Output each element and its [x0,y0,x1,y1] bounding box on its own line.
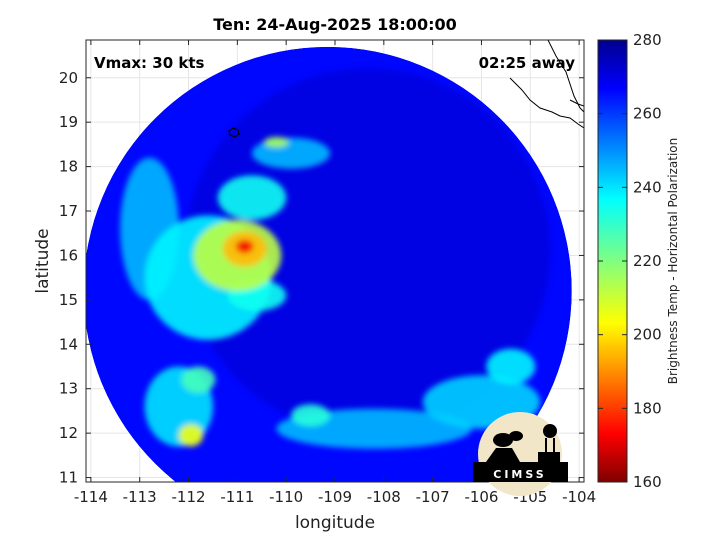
colorbar-tick-label: 260 [633,105,662,123]
x-tick-label: -113 [123,488,157,506]
x-tick-label: -108 [367,488,401,506]
colorbar-tick-label: 200 [633,326,662,344]
y-tick-label: 11 [59,469,78,487]
x-tick-label: -106 [464,488,498,506]
feature-southwest-cell [178,424,204,447]
feature-south-cell [291,404,331,427]
coastline [228,40,584,138]
time-away-annotation: 02:25 away [479,54,576,72]
x-tick-label: -109 [318,488,352,506]
swath-features [120,136,541,449]
y-tick-label: 19 [59,113,78,131]
island-socorro [228,127,240,138]
feature-southeast-cell [486,348,536,385]
colorbar-tick-label: 280 [633,31,662,49]
y-tick-label: 13 [59,380,78,398]
y-axis-ticks: 11 12 13 14 15 16 17 18 19 20 [59,69,584,487]
y-tick-label: 18 [59,158,78,176]
coastline-mexico [509,77,584,129]
y-tick-label: 16 [59,246,78,264]
x-axis-label: longitude [295,513,375,533]
x-tick-label: -104 [562,488,596,506]
y-tick-label: 17 [59,202,78,220]
feature-convective-core [235,239,254,254]
colorbar-label: Brightness Temp - Horizontal Polarizatio… [666,138,680,385]
x-tick-label: -111 [220,488,254,506]
colorbar-tick-label: 160 [633,473,662,491]
feature-band-north [217,175,287,220]
cimss-logo: CIMSS [473,412,568,496]
brightness-swath [86,46,572,482]
colorbar-tick-label: 220 [633,252,662,270]
x-tick-label: -110 [269,488,303,506]
x-tick-label: -107 [416,488,450,506]
vmax-annotation: Vmax: 30 kts [94,54,204,72]
feature-north-patch [252,137,331,169]
colorbar-tick-label: 180 [633,399,662,417]
colorbar-ticks: 160 180 200 220 240 260 280 [598,31,662,491]
y-tick-label: 15 [59,291,78,309]
feature-north-cell [264,136,289,148]
chart-title: Ten: 24-Aug-2025 18:00:00 [213,15,456,34]
feature-southwest-patch [181,366,216,394]
swath-interior [86,46,572,482]
y-tick-label: 12 [59,424,78,442]
x-tick-label: -114 [74,488,108,506]
coastline-inland [569,99,584,107]
x-tick-label: -112 [172,488,206,506]
y-axis-label: latitude [33,228,53,293]
y-tick-label: 20 [59,69,78,87]
coastline-gulf [547,40,584,113]
colorbar-tick-label: 240 [633,178,662,196]
y-tick-label: 14 [59,335,78,353]
logo-text: CIMSS [493,468,546,481]
